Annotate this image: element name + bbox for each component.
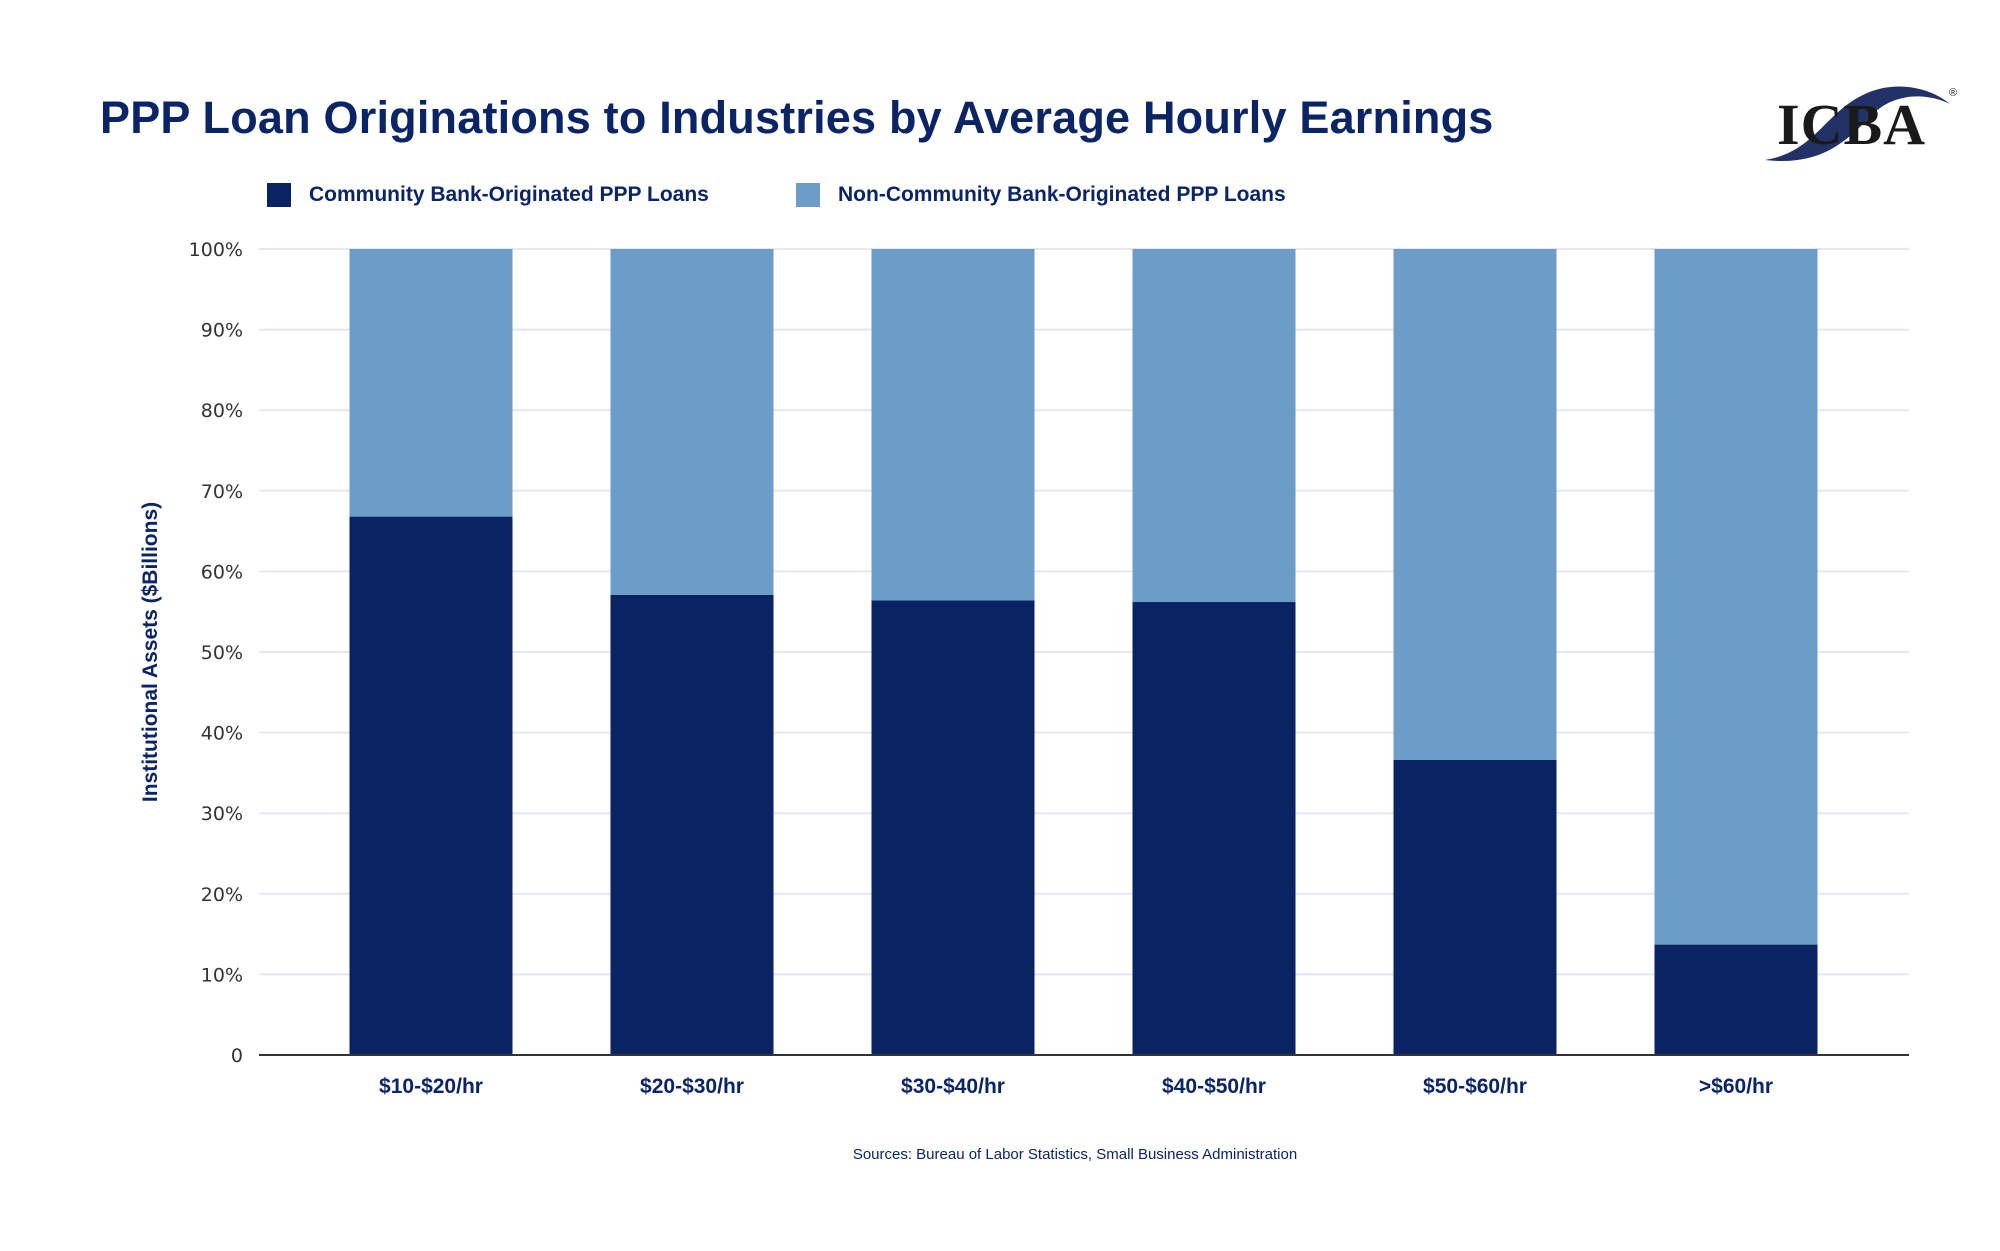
bar-non-community	[349, 249, 513, 517]
bar-community	[610, 594, 774, 1055]
y-tick-label: 90%	[201, 320, 243, 342]
bar-non-community	[610, 249, 774, 595]
legend-item-community: Community Bank-Originated PPP Loans	[267, 183, 709, 207]
x-tick-label: $20-$30/hr	[640, 1075, 744, 1098]
svg-text:®: ®	[1949, 87, 1957, 99]
legend-label-non-community: Non-Community Bank-Originated PPP Loans	[838, 183, 1286, 206]
y-tick-label: 70%	[201, 481, 243, 503]
bar-community	[349, 516, 513, 1055]
bar-non-community	[1654, 249, 1818, 945]
bar-non-community	[1393, 249, 1557, 761]
svg-text:ICBA: ICBA	[1777, 92, 1926, 157]
x-tick-label: $50-$60/hr	[1423, 1075, 1527, 1098]
icba-logo: ICBA ®	[1765, 86, 1957, 162]
bar-community	[871, 600, 1035, 1055]
y-tick-label: 0	[231, 1045, 243, 1067]
y-tick-label: 20%	[201, 884, 243, 906]
logo-swoosh	[1765, 86, 1950, 162]
x-tick-label: $10-$20/hr	[379, 1075, 483, 1098]
bar-community	[1393, 760, 1557, 1055]
y-tick-label: 30%	[201, 803, 243, 825]
bar-non-community	[871, 249, 1035, 601]
bar-non-community	[1132, 249, 1296, 603]
chart-title: PPP Loan Originations to Industries by A…	[100, 92, 1494, 143]
bar-community	[1654, 944, 1818, 1055]
source-note: Sources: Bureau of Labor Statistics, Sma…	[852, 1146, 1298, 1163]
x-tick-label: $40-$50/hr	[1162, 1075, 1266, 1098]
x-tick-label: >$60/hr	[1699, 1075, 1773, 1098]
bar-community	[1132, 602, 1296, 1055]
y-tick-label: 60%	[201, 561, 243, 583]
y-tick-label: 50%	[201, 642, 243, 664]
y-tick-label: 80%	[201, 400, 243, 422]
legend-item-non-community: Non-Community Bank-Originated PPP Loans	[796, 183, 1286, 207]
legend-label-community: Community Bank-Originated PPP Loans	[309, 183, 709, 206]
y-tick-label: 100%	[189, 239, 243, 261]
legend-swatch-community	[267, 183, 291, 207]
y-tick-label: 10%	[201, 964, 243, 986]
x-tick-label: $30-$40/hr	[901, 1075, 1005, 1098]
legend-swatch-non-community	[796, 183, 820, 207]
y-tick-label: 40%	[201, 723, 243, 745]
y-axis-label: Institutional Assets ($Billions)	[139, 502, 162, 802]
